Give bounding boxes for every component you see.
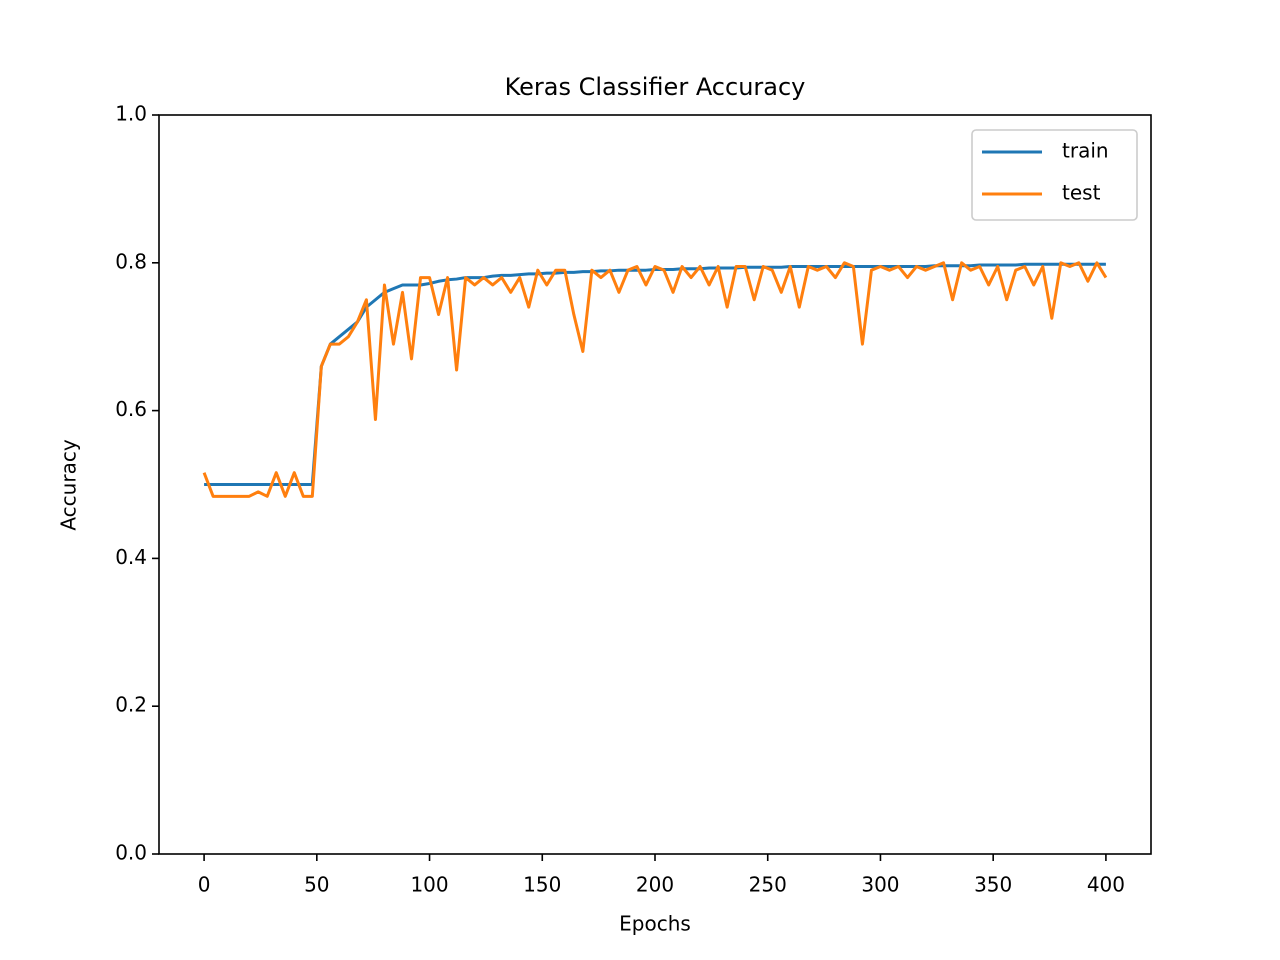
y-tick-label: 0.4 (115, 545, 147, 569)
x-tick-label: 0 (198, 873, 211, 897)
y-tick-label: 0.8 (115, 249, 147, 273)
y-axis-label: Accuracy (57, 439, 81, 530)
legend-label: test (1062, 181, 1101, 205)
x-tick-label: 300 (861, 873, 899, 897)
y-tick-label: 0.6 (115, 397, 147, 421)
y-tick-label: 0.2 (115, 693, 147, 717)
x-axis-label: Epochs (619, 912, 691, 936)
legend-box (971, 129, 1138, 221)
y-tick-label: 1.0 (115, 102, 147, 126)
legend-label: train (1062, 139, 1109, 163)
x-tick-label: 200 (636, 873, 674, 897)
chart-title: Keras Classifier Accuracy (505, 73, 806, 101)
x-tick-label: 400 (1087, 873, 1125, 897)
y-tick-label: 0.0 (115, 841, 147, 865)
plot-frame (158, 114, 1152, 855)
x-tick-label: 250 (749, 873, 787, 897)
x-tick-label: 50 (304, 873, 329, 897)
x-tick-label: 150 (523, 873, 561, 897)
x-tick-label: 100 (410, 873, 448, 897)
series-line (202, 261, 1108, 498)
x-tick-label: 350 (974, 873, 1012, 897)
